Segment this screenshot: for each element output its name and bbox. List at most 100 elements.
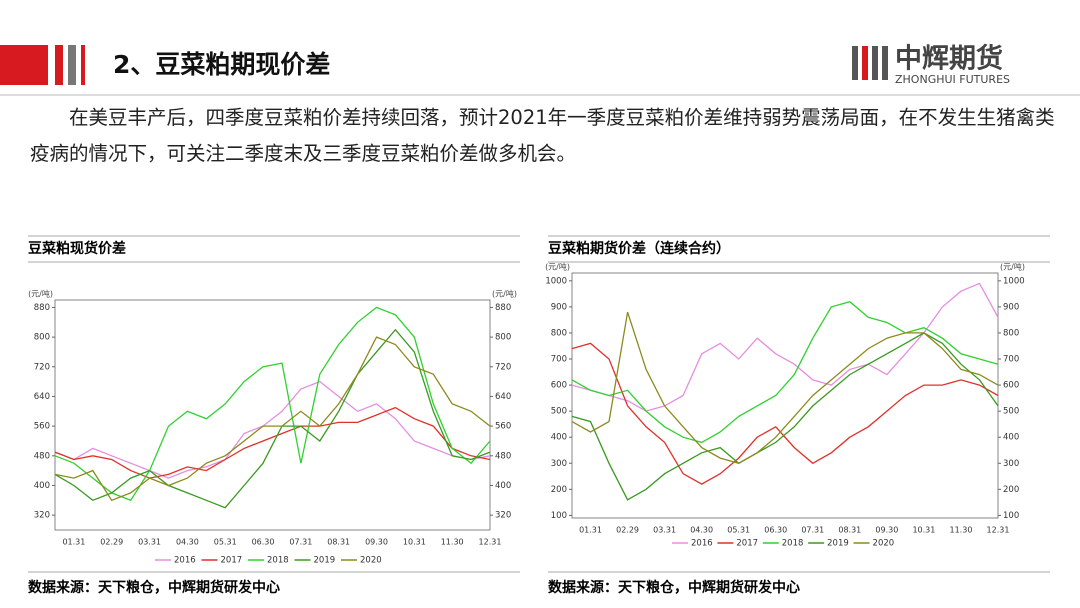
y-unit: (元/吨)	[28, 289, 53, 299]
x-tick-label: 10.31	[403, 538, 426, 547]
paragraph: 在美豆丰产后，四季度豆菜粕价差持续回落，预计2021年一季度豆菜粕价差维持弱势震…	[30, 106, 1055, 165]
header-bar	[68, 45, 76, 85]
header-block	[0, 45, 48, 85]
legend-label: 2016	[691, 539, 713, 549]
x-tick-label: 02.29	[100, 538, 123, 547]
x-tick-label: 12.31	[479, 538, 502, 547]
y2-tick-label: 900	[1003, 302, 1019, 312]
logo-sub: ZHONGHUI FUTURES	[895, 73, 1010, 86]
y-tick-label: 400	[551, 433, 567, 443]
y-tick-label: 800	[34, 333, 50, 343]
x-tick-label: 05.31	[214, 538, 237, 547]
y2-tick-label: 560	[495, 422, 511, 432]
plot-frame	[54, 299, 491, 531]
chart-title: 豆菜粕期货价差（连续合约）	[548, 240, 730, 257]
series-line	[571, 282, 999, 412]
x-tick-label: 06.30	[764, 526, 787, 535]
x-tick-label: 01.31	[62, 538, 85, 547]
y-unit: (元/吨)	[545, 262, 570, 272]
y2-tick-label: 720	[495, 362, 511, 372]
x-tick-label: 08.31	[327, 538, 350, 547]
x-tick-label: 05.31	[727, 526, 750, 535]
y-tick-label: 400	[34, 481, 50, 491]
y2-tick-label: 800	[495, 333, 511, 343]
y2-tick-label: 600	[1003, 381, 1019, 391]
logo-text: 中辉期货	[895, 43, 1003, 75]
x-tick-label: 11.30	[950, 526, 973, 535]
series-line	[571, 332, 999, 501]
y2-tick-label: 800	[1003, 328, 1019, 338]
series-line	[54, 306, 491, 502]
x-tick-label: 04.30	[176, 538, 199, 547]
x-tick-label: 09.30	[875, 526, 898, 535]
y-tick-label: 600	[551, 381, 567, 391]
legend-label: 2017	[736, 539, 758, 549]
x-tick-label: 07.31	[289, 538, 312, 547]
series-line	[54, 380, 491, 479]
header-bar	[55, 45, 63, 85]
chart-title: 豆菜粕现货价差	[28, 240, 126, 257]
y-tick-label: 1000	[545, 276, 567, 286]
series-line	[54, 336, 491, 502]
y2-tick-label: 320	[495, 511, 511, 521]
x-tick-label: 03.31	[138, 538, 161, 547]
y2-tick-label: 100	[1003, 511, 1019, 521]
legend-label: 2016	[174, 556, 196, 566]
x-tick-label: 11.30	[441, 538, 464, 547]
legend-label: 2017	[221, 556, 243, 566]
legend-label: 2019	[314, 556, 336, 566]
x-tick-label: 04.30	[690, 526, 713, 535]
legend-label: 2020	[873, 539, 895, 549]
x-tick-label: 12.31	[987, 526, 1010, 535]
x-tick-label: 02.29	[616, 526, 639, 535]
legend-label: 2018	[267, 556, 289, 566]
x-tick-label: 07.31	[801, 526, 824, 535]
y-tick-label: 480	[34, 451, 50, 461]
y2-tick-label: 640	[495, 392, 511, 402]
y-tick-label: 200	[551, 485, 567, 495]
y-tick-label: 500	[551, 407, 567, 417]
series-line	[571, 300, 999, 444]
series-line	[571, 342, 999, 485]
y-tick-label: 640	[34, 392, 50, 402]
header-bar	[81, 45, 85, 85]
y-tick-label: 720	[34, 362, 50, 372]
source: 数据来源：天下粮仓，中辉期货研发中心	[28, 579, 280, 596]
y-tick-label: 560	[34, 422, 50, 432]
y2-tick-label: 500	[1003, 407, 1019, 417]
y-tick-label: 100	[551, 511, 567, 521]
y2-tick-label: 1000	[1003, 276, 1025, 286]
plot-frame	[571, 272, 999, 519]
y-tick-label: 700	[551, 355, 567, 365]
y-tick-label: 800	[551, 328, 567, 338]
series-line	[54, 328, 491, 509]
y-tick-label: 300	[551, 459, 567, 469]
series-line	[54, 406, 491, 479]
y-tick-label: 900	[551, 302, 567, 312]
x-tick-label: 10.31	[912, 526, 935, 535]
x-tick-label: 06.30	[252, 538, 275, 547]
y2-tick-label: 400	[1003, 433, 1019, 443]
x-tick-label: 08.31	[838, 526, 861, 535]
legend-label: 2020	[360, 556, 382, 566]
y2-tick-label: 480	[495, 451, 511, 461]
y2-tick-label: 300	[1003, 459, 1019, 469]
slide-title: 2、豆菜粕期现价差	[113, 50, 330, 79]
y-tick-label: 320	[34, 511, 50, 521]
y2-tick-label: 400	[495, 481, 511, 491]
x-tick-label: 09.30	[365, 538, 388, 547]
y-tick-label: 880	[34, 303, 50, 313]
y2-unit: (元/吨)	[1000, 262, 1025, 272]
x-tick-label: 03.31	[653, 526, 676, 535]
legend-label: 2019	[827, 539, 849, 549]
y2-tick-label: 200	[1003, 485, 1019, 495]
x-tick-label: 01.31	[579, 526, 602, 535]
y2-unit: (元/吨)	[492, 289, 517, 299]
y2-tick-label: 880	[495, 303, 511, 313]
logo-mark	[852, 46, 888, 80]
y2-tick-label: 700	[1003, 355, 1019, 365]
series-line	[571, 311, 999, 464]
legend-label: 2018	[782, 539, 804, 549]
